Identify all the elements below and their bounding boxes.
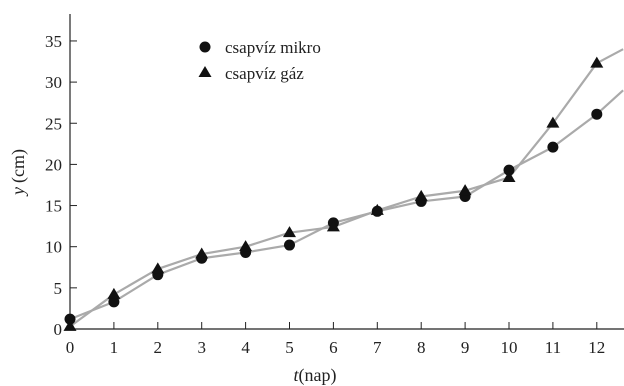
x-tick-label: 5 bbox=[285, 338, 294, 357]
y-tick-label: 15 bbox=[45, 197, 62, 216]
y-tick-label: 0 bbox=[54, 320, 63, 339]
data-point-triangle bbox=[326, 220, 340, 232]
data-point-circle bbox=[64, 313, 76, 325]
x-axis-variable: t bbox=[294, 365, 300, 385]
y-tick-label: 35 bbox=[45, 32, 62, 51]
legend-marker-triangle bbox=[198, 66, 212, 77]
x-axis-label: t(nap) bbox=[294, 365, 337, 386]
x-tick-label: 6 bbox=[329, 338, 338, 357]
y-tick-label: 5 bbox=[54, 279, 63, 298]
x-axis-unit: (nap) bbox=[299, 365, 337, 386]
legend-item-gaz: csapvíz gáz bbox=[198, 64, 304, 83]
data-point-triangle bbox=[370, 203, 384, 215]
x-tick-label: 11 bbox=[545, 338, 561, 357]
data-point-circle bbox=[547, 141, 559, 153]
data-point-triangle bbox=[151, 262, 165, 274]
data-point-triangle bbox=[283, 226, 296, 238]
data-point-triangle bbox=[546, 116, 560, 128]
data-point-circle bbox=[284, 239, 295, 251]
x-tick-label: 10 bbox=[501, 338, 518, 357]
data-point-circle bbox=[503, 164, 515, 176]
y-tick-label: 25 bbox=[45, 114, 62, 133]
x-tick-label: 3 bbox=[197, 338, 206, 357]
legend-item-mikro: csapvíz mikro bbox=[199, 38, 321, 57]
x-tick-label: 8 bbox=[417, 338, 426, 357]
x-tick-label: 7 bbox=[373, 338, 382, 357]
data-point-circle bbox=[591, 108, 603, 120]
series-line-1 bbox=[69, 48, 624, 328]
x-tick-label: 9 bbox=[461, 338, 470, 357]
series-line-0 bbox=[69, 89, 624, 321]
legend-label-mikro: csapvíz mikro bbox=[225, 38, 321, 57]
legend-marker-circle bbox=[199, 41, 211, 53]
data-point-triangle bbox=[590, 56, 604, 68]
data-point-triangle bbox=[458, 184, 472, 196]
y-axis-variable: y bbox=[8, 187, 28, 197]
y-tick-label: 30 bbox=[45, 73, 62, 92]
data-point-triangle bbox=[502, 170, 516, 182]
y-tick-label: 20 bbox=[45, 155, 62, 174]
x-tick-label: 12 bbox=[588, 338, 605, 357]
y-tick-label: 10 bbox=[45, 238, 62, 257]
legend-label-gaz: csapvíz gáz bbox=[225, 64, 304, 83]
x-tick-label: 1 bbox=[110, 338, 119, 357]
data-point-triangle bbox=[195, 247, 209, 259]
x-tick-label: 4 bbox=[241, 338, 250, 357]
y-axis-unit: (cm) bbox=[8, 149, 29, 183]
y-axis-label: y (cm) bbox=[8, 149, 29, 197]
data-point-triangle bbox=[107, 287, 121, 299]
series-layer bbox=[63, 48, 624, 331]
data-point-circle bbox=[108, 296, 120, 308]
data-point-triangle bbox=[63, 319, 77, 331]
x-tick-label: 0 bbox=[66, 338, 75, 357]
data-point-triangle bbox=[239, 240, 253, 252]
data-point-triangle bbox=[414, 189, 428, 201]
x-tick-label: 2 bbox=[154, 338, 163, 357]
